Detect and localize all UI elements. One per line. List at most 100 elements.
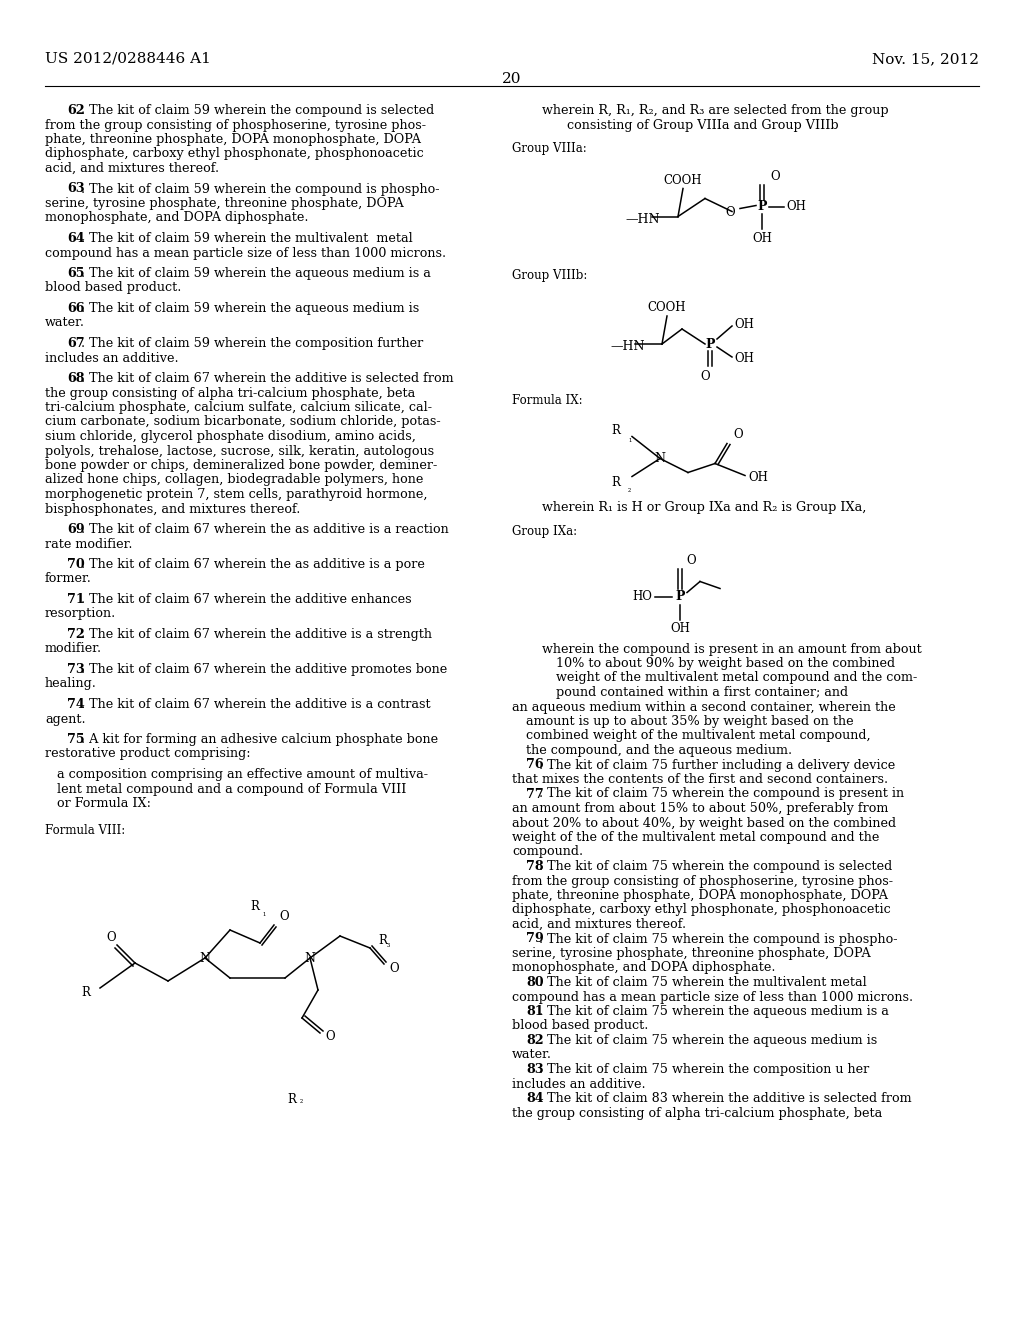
Text: from the group consisting of phosphoserine, tyrosine phos-: from the group consisting of phosphoseri…: [512, 874, 893, 887]
Text: . The kit of claim 67 wherein the additive enhances: . The kit of claim 67 wherein the additi…: [81, 593, 412, 606]
Text: OH: OH: [748, 471, 768, 484]
Text: former.: former.: [45, 573, 92, 586]
Text: Nov. 15, 2012: Nov. 15, 2012: [872, 51, 979, 66]
Text: OH: OH: [734, 352, 754, 366]
Text: monophosphate, and DOPA diphosphate.: monophosphate, and DOPA diphosphate.: [45, 211, 308, 224]
Text: 64: 64: [67, 232, 85, 246]
Text: ₃: ₃: [387, 941, 390, 949]
Text: the compound, and the aqueous medium.: the compound, and the aqueous medium.: [526, 744, 793, 756]
Text: N: N: [654, 451, 666, 465]
Text: . The kit of claim 75 further including a delivery device: . The kit of claim 75 further including …: [539, 759, 895, 771]
Text: a composition comprising an effective amount of multiva-: a composition comprising an effective am…: [45, 768, 428, 781]
Text: about 20% to about 40%, by weight based on the combined: about 20% to about 40%, by weight based …: [512, 817, 896, 829]
Text: . The kit of claim 67 wherein the additive is a strength: . The kit of claim 67 wherein the additi…: [81, 628, 432, 642]
Text: . The kit of claim 75 wherein the compound is present in: . The kit of claim 75 wherein the compou…: [539, 788, 904, 800]
Text: morphogenetic protein 7, stem cells, parathyroid hormone,: morphogenetic protein 7, stem cells, par…: [45, 488, 427, 502]
Text: polyols, trehalose, lactose, sucrose, silk, keratin, autologous: polyols, trehalose, lactose, sucrose, si…: [45, 445, 434, 458]
Text: tri-calcium phosphate, calcium sulfate, calcium silicate, cal-: tri-calcium phosphate, calcium sulfate, …: [45, 401, 432, 414]
Text: water.: water.: [512, 1048, 552, 1061]
Text: O: O: [389, 961, 398, 974]
Text: Group VIIIa:: Group VIIIa:: [512, 143, 587, 154]
Text: . The kit of claim 75 wherein the multivalent metal: . The kit of claim 75 wherein the multiv…: [539, 975, 866, 989]
Text: that mixes the contents of the first and second containers.: that mixes the contents of the first and…: [512, 774, 888, 785]
Text: 77: 77: [526, 788, 544, 800]
Text: O: O: [686, 553, 695, 566]
Text: . The kit of claim 67 wherein the as additive is a reaction: . The kit of claim 67 wherein the as add…: [81, 523, 449, 536]
Text: O: O: [325, 1031, 335, 1044]
Text: US 2012/0288446 A1: US 2012/0288446 A1: [45, 51, 211, 66]
Text: bone powder or chips, demineralized bone powder, deminer-: bone powder or chips, demineralized bone…: [45, 459, 437, 473]
Text: O: O: [733, 429, 742, 441]
Text: O: O: [725, 206, 735, 219]
Text: . The kit of claim 75 wherein the compound is phospho-: . The kit of claim 75 wherein the compou…: [539, 932, 897, 945]
Text: . The kit of claim 59 wherein the compound is phospho-: . The kit of claim 59 wherein the compou…: [81, 182, 439, 195]
Text: 74: 74: [67, 698, 85, 711]
Text: sium chloride, glycerol phosphate disodium, amino acids,: sium chloride, glycerol phosphate disodi…: [45, 430, 416, 444]
Text: serine, tyrosine phosphate, threonine phosphate, DOPA: serine, tyrosine phosphate, threonine ph…: [45, 197, 403, 210]
Text: . The kit of claim 59 wherein the aqueous medium is: . The kit of claim 59 wherein the aqueou…: [81, 302, 419, 315]
Text: monophosphate, and DOPA diphosphate.: monophosphate, and DOPA diphosphate.: [512, 961, 775, 974]
Text: 73: 73: [67, 663, 85, 676]
Text: rate modifier.: rate modifier.: [45, 537, 132, 550]
Text: 80: 80: [526, 975, 544, 989]
Text: 71: 71: [67, 593, 85, 606]
Text: wherein the compound is present in an amount from about: wherein the compound is present in an am…: [542, 643, 922, 656]
Text: ₂: ₂: [300, 1097, 303, 1105]
Text: . The kit of claim 75 wherein the compound is selected: . The kit of claim 75 wherein the compou…: [539, 861, 892, 873]
Text: Group IXa:: Group IXa:: [512, 525, 578, 539]
Text: 81: 81: [526, 1005, 544, 1018]
Text: wherein R, R₁, R₂, and R₃ are selected from the group: wherein R, R₁, R₂, and R₃ are selected f…: [542, 104, 889, 117]
Text: modifier.: modifier.: [45, 643, 102, 656]
Text: an amount from about 15% to about 50%, preferably from: an amount from about 15% to about 50%, p…: [512, 803, 889, 814]
Text: lent metal compound and a compound of Formula VIII: lent metal compound and a compound of Fo…: [45, 783, 407, 796]
Text: phate, threonine phosphate, DOPA monophosphate, DOPA: phate, threonine phosphate, DOPA monopho…: [45, 133, 421, 147]
Text: —HN: —HN: [610, 341, 644, 354]
Text: combined weight of the multivalent metal compound,: combined weight of the multivalent metal…: [526, 730, 870, 742]
Text: bisphosphonates, and mixtures thereof.: bisphosphonates, and mixtures thereof.: [45, 503, 300, 516]
Text: cium carbonate, sodium bicarbonate, sodium chloride, potas-: cium carbonate, sodium bicarbonate, sodi…: [45, 416, 440, 429]
Text: 76: 76: [526, 759, 544, 771]
Text: Group VIIIb:: Group VIIIb:: [512, 269, 588, 282]
Text: . The kit of claim 83 wherein the additive is selected from: . The kit of claim 83 wherein the additi…: [539, 1092, 911, 1105]
Text: 79: 79: [526, 932, 544, 945]
Text: 84: 84: [526, 1092, 544, 1105]
Text: consisting of Group VIIIa and Group VIIIb: consisting of Group VIIIa and Group VIII…: [567, 119, 839, 132]
Text: Formula IX:: Formula IX:: [512, 393, 583, 407]
Text: 68: 68: [67, 372, 85, 385]
Text: resorption.: resorption.: [45, 607, 117, 620]
Text: . The kit of claim 67 wherein the additive is a contrast: . The kit of claim 67 wherein the additi…: [81, 698, 431, 711]
Text: includes an additive.: includes an additive.: [512, 1077, 645, 1090]
Text: . The kit of claim 59 wherein the composition further: . The kit of claim 59 wherein the compos…: [81, 337, 423, 350]
Text: 75: 75: [67, 733, 85, 746]
Text: . The kit of claim 75 wherein the composition u her: . The kit of claim 75 wherein the compos…: [539, 1063, 869, 1076]
Text: —HN: —HN: [625, 213, 659, 226]
Text: 69: 69: [67, 523, 85, 536]
Text: P: P: [706, 338, 715, 351]
Text: the group consisting of alpha tri-calcium phosphate, beta: the group consisting of alpha tri-calciu…: [45, 387, 416, 400]
Text: ₁: ₁: [262, 909, 265, 917]
Text: agent.: agent.: [45, 713, 86, 726]
Text: R: R: [251, 900, 259, 913]
Text: blood based product.: blood based product.: [45, 281, 181, 294]
Text: OH: OH: [786, 201, 806, 213]
Text: . The kit of claim 59 wherein the aqueous medium is a: . The kit of claim 59 wherein the aqueou…: [81, 267, 431, 280]
Text: serine, tyrosine phosphate, threonine phosphate, DOPA: serine, tyrosine phosphate, threonine ph…: [512, 946, 870, 960]
Text: . The kit of claim 75 wherein the aqueous medium is: . The kit of claim 75 wherein the aqueou…: [539, 1034, 878, 1047]
Text: wherein R₁ is H or Group IXa and R₂ is Group IXa,: wherein R₁ is H or Group IXa and R₂ is G…: [542, 502, 866, 515]
Text: healing.: healing.: [45, 677, 97, 690]
Text: or Formula IX:: or Formula IX:: [45, 797, 151, 810]
Text: from the group consisting of phosphoserine, tyrosine phos-: from the group consisting of phosphoseri…: [45, 119, 426, 132]
Text: . The kit of claim 59 wherein the compound is selected: . The kit of claim 59 wherein the compou…: [81, 104, 434, 117]
Text: O: O: [106, 931, 116, 944]
Text: compound.: compound.: [512, 846, 583, 858]
Text: water.: water.: [45, 317, 85, 330]
Text: OH: OH: [752, 231, 772, 244]
Text: R: R: [81, 986, 90, 998]
Text: . A kit for forming an adhesive calcium phosphate bone: . A kit for forming an adhesive calcium …: [81, 733, 438, 746]
Text: 70: 70: [67, 558, 85, 572]
Text: R: R: [288, 1093, 296, 1106]
Text: O: O: [700, 370, 710, 383]
Text: diphosphate, carboxy ethyl phosphonate, phosphonoacetic: diphosphate, carboxy ethyl phosphonate, …: [512, 903, 891, 916]
Text: COOH: COOH: [664, 173, 702, 186]
Text: OH: OH: [670, 623, 690, 635]
